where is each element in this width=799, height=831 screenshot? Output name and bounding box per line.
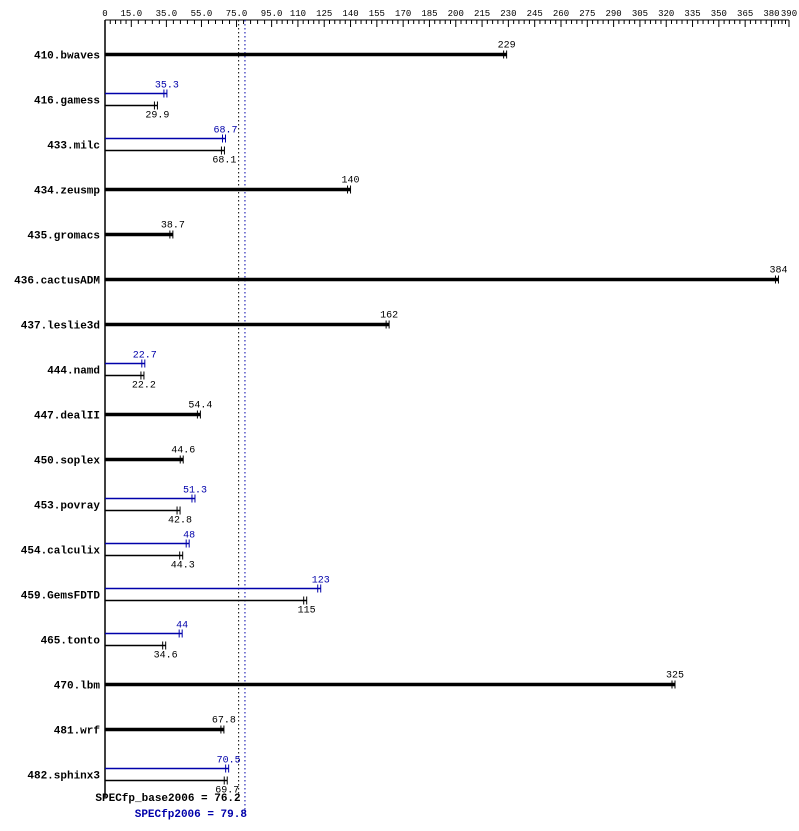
x-tick-label: 230 xyxy=(500,9,516,19)
base-value: 115 xyxy=(298,606,316,617)
base-value: 29.9 xyxy=(145,111,169,122)
x-tick-label: 290 xyxy=(606,9,622,19)
base-value: 229 xyxy=(498,41,516,52)
x-tick-label: 125 xyxy=(316,9,332,19)
base-value: 384 xyxy=(769,266,787,277)
peak-value: 123 xyxy=(312,576,330,587)
x-tick-label: 335 xyxy=(684,9,700,19)
x-tick-label: 200 xyxy=(448,9,464,19)
x-tick-label: 185 xyxy=(421,9,437,19)
peak-value: 68.7 xyxy=(213,126,237,137)
benchmark-label: 454.calculix xyxy=(21,546,101,558)
benchmark-label: 437.leslie3d xyxy=(21,321,100,333)
benchmark-label: 416.gamess xyxy=(34,96,100,108)
base-value: 325 xyxy=(666,671,684,682)
base-value: 22.2 xyxy=(132,381,156,392)
benchmark-label: 435.gromacs xyxy=(27,231,100,243)
peak-value: 44 xyxy=(176,621,188,632)
peak-ref-label: SPECfp2006 = 79.8 xyxy=(135,809,248,821)
base-value: 54.4 xyxy=(188,401,212,412)
benchmark-label: 410.bwaves xyxy=(34,51,100,63)
x-tick-label: 260 xyxy=(553,9,569,19)
peak-value: 22.7 xyxy=(133,351,157,362)
x-tick-label: 140 xyxy=(342,9,358,19)
benchmark-label: 470.lbm xyxy=(54,681,101,693)
benchmark-label: 434.zeusmp xyxy=(34,186,100,198)
benchmark-label: 447.dealII xyxy=(34,411,100,423)
base-value: 44.3 xyxy=(171,561,195,572)
base-value: 67.8 xyxy=(212,716,236,727)
x-tick-label: 305 xyxy=(632,9,648,19)
benchmark-label: 453.povray xyxy=(34,501,100,513)
peak-value: 48 xyxy=(183,531,195,542)
base-value: 42.8 xyxy=(168,516,192,527)
peak-value: 70.5 xyxy=(217,756,241,767)
x-tick-label: 55.0 xyxy=(191,9,213,19)
x-tick-label: 275 xyxy=(579,9,595,19)
benchmark-label: 436.cactusADM xyxy=(14,276,100,288)
x-tick-label: 35.0 xyxy=(156,9,178,19)
x-tick-label: 245 xyxy=(527,9,543,19)
x-tick-label: 15.0 xyxy=(121,9,143,19)
x-tick-label: 75.0 xyxy=(226,9,248,19)
benchmark-label: 450.soplex xyxy=(34,456,100,468)
peak-value: 35.3 xyxy=(155,81,179,92)
x-tick-label: 215 xyxy=(474,9,490,19)
x-tick-label: 380 xyxy=(763,9,779,19)
base-ref-label: SPECfp_base2006 = 76.2 xyxy=(95,793,240,805)
x-tick-label: 390 xyxy=(781,9,797,19)
base-value: 68.1 xyxy=(212,156,236,167)
benchmark-label: 482.sphinx3 xyxy=(27,771,100,783)
spec-benchmark-chart: 0 15.0 35.0 55.0 75.0 95.0 110 125 140 155 170 185 2… xyxy=(0,0,799,831)
benchmark-label: 465.tonto xyxy=(41,636,101,648)
x-tick-label: 110 xyxy=(290,9,306,19)
x-tick-label: 320 xyxy=(658,9,674,19)
x-tick-label: 350 xyxy=(711,9,727,19)
base-value: 162 xyxy=(380,311,398,322)
base-value: 140 xyxy=(342,176,360,187)
base-value: 34.6 xyxy=(154,651,178,662)
benchmark-label: 459.GemsFDTD xyxy=(21,591,101,603)
benchmark-label: 444.namd xyxy=(47,366,100,378)
x-tick-label: 95.0 xyxy=(261,9,283,19)
peak-value: 51.3 xyxy=(183,486,207,497)
benchmark-label: 481.wrf xyxy=(54,726,101,738)
x-tick-label: 155 xyxy=(369,9,385,19)
base-value: 44.6 xyxy=(171,446,195,457)
benchmark-label: 433.milc xyxy=(47,141,100,153)
x-tick-label: 170 xyxy=(395,9,411,19)
x-tick-label: 365 xyxy=(737,9,753,19)
base-value: 38.7 xyxy=(161,221,185,232)
x-tick-label: 0 xyxy=(102,9,107,19)
